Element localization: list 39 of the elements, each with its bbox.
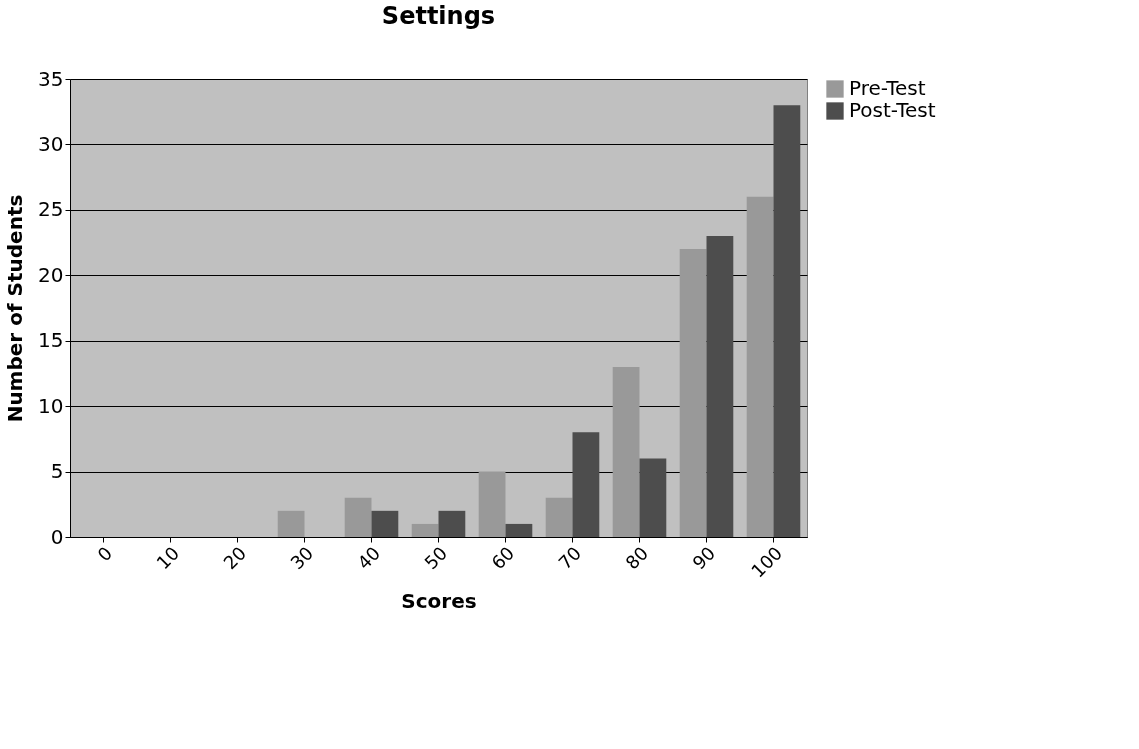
bar	[679, 249, 707, 537]
bar	[639, 458, 667, 537]
bar	[612, 366, 640, 537]
y-tick-label: 10	[38, 393, 64, 418]
x-tick-label: 20	[219, 542, 251, 574]
y-tick-label: 25	[38, 197, 64, 222]
legend-label: Pre-Test	[849, 76, 926, 100]
bar	[545, 497, 573, 537]
y-axis-title: Number of Students	[3, 194, 28, 423]
x-tick-label: 10	[152, 542, 184, 574]
bar	[371, 510, 399, 537]
bar	[773, 105, 801, 537]
x-tick-label: 0	[93, 542, 117, 566]
y-tick-label: 5	[50, 459, 64, 484]
bar	[277, 510, 305, 537]
chart-title: Settings	[381, 2, 496, 30]
bar	[706, 236, 734, 537]
bar	[746, 196, 774, 537]
bar	[505, 523, 533, 537]
x-tick-label: 30	[286, 542, 318, 574]
y-tick-label: 35	[38, 66, 64, 91]
x-tick-label: 60	[487, 542, 519, 574]
bar	[438, 510, 466, 537]
y-tick-label: 30	[38, 131, 64, 156]
bar	[411, 523, 439, 537]
y-tick-label: 20	[38, 262, 64, 287]
x-axis-title: Scores	[401, 588, 477, 613]
legend-label: Post-Test	[849, 98, 936, 122]
x-tick-label: 80	[621, 542, 653, 574]
x-tick-label: 70	[554, 542, 586, 574]
bar	[344, 497, 372, 537]
x-tick-label: 90	[688, 542, 720, 574]
y-tick-label: 15	[38, 328, 64, 353]
y-tick-label: 0	[50, 524, 64, 549]
x-tick-label: 40	[353, 542, 385, 574]
bar	[572, 432, 600, 537]
x-tick-label: 50	[420, 542, 452, 574]
bar	[478, 471, 506, 537]
x-tick-label: 100	[747, 542, 787, 582]
